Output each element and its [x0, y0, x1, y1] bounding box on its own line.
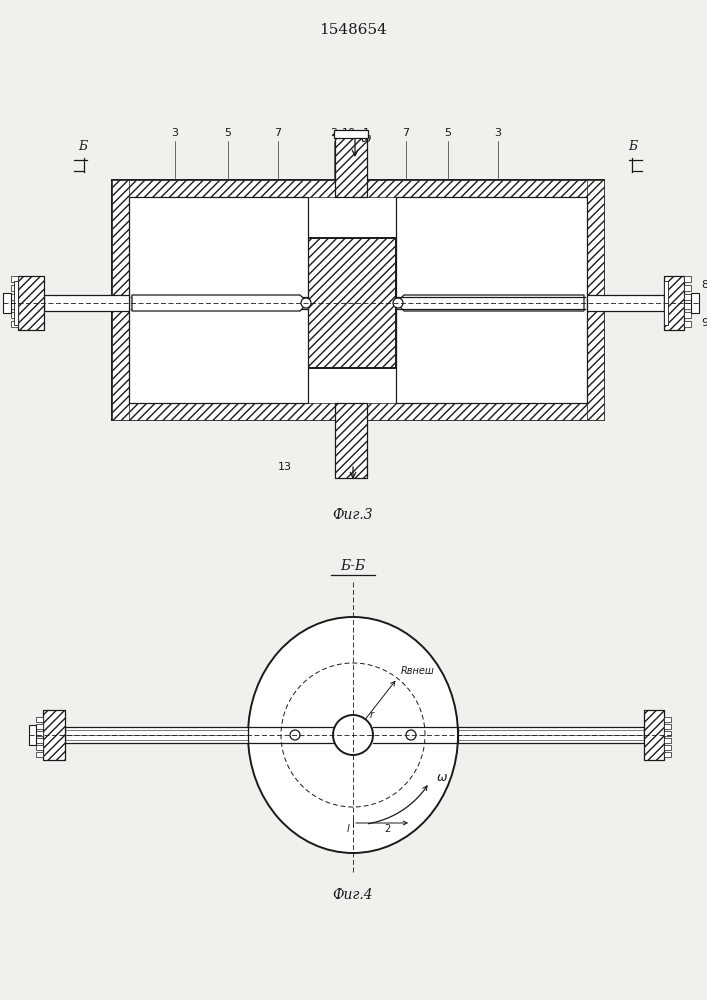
Text: 3: 3 [172, 128, 178, 138]
Text: Б: Б [78, 140, 88, 153]
Bar [3, 293, 11, 313]
Bar [11, 276, 18, 282]
Text: Фиг.4: Фиг.4 [333, 888, 373, 902]
Text: 5: 5 [225, 128, 231, 138]
Bar [112, 180, 604, 420]
Bar [43, 710, 65, 760]
Bar [112, 403, 604, 420]
Circle shape [290, 730, 300, 740]
Bar [36, 724, 43, 729]
Bar [664, 745, 671, 750]
Bar [684, 285, 691, 291]
Bar [11, 312, 18, 318]
Circle shape [333, 715, 373, 755]
Polygon shape [132, 295, 308, 311]
Bar [664, 276, 684, 330]
Bar [684, 294, 691, 300]
Text: 3: 3 [494, 128, 501, 138]
Text: Б-Б: Б-Б [340, 559, 366, 573]
Bar [664, 281, 668, 325]
Polygon shape [396, 295, 584, 311]
Bar [18, 276, 44, 330]
Bar [587, 180, 604, 420]
Bar [644, 710, 664, 760]
Text: 9: 9 [701, 318, 707, 328]
Text: 10: 10 [342, 128, 356, 138]
Bar [664, 717, 671, 722]
Bar [36, 752, 43, 757]
Bar [129, 197, 308, 403]
Bar [65, 727, 248, 743]
Bar [112, 180, 604, 197]
Bar [11, 285, 18, 291]
Bar [14, 281, 18, 325]
Text: 7: 7 [402, 128, 409, 138]
Bar [11, 294, 18, 300]
Text: 2: 2 [330, 128, 337, 138]
Bar [44, 295, 129, 311]
Bar [587, 295, 664, 311]
Bar [11, 303, 18, 309]
Text: 5: 5 [445, 128, 452, 138]
Bar [396, 197, 587, 403]
Ellipse shape [248, 617, 458, 853]
Bar [684, 321, 691, 327]
Bar [334, 130, 368, 138]
Bar [664, 752, 671, 757]
Bar [335, 403, 367, 478]
Text: l: l [346, 824, 349, 834]
Text: 7: 7 [274, 128, 281, 138]
Text: ω: ω [436, 771, 447, 784]
Bar [664, 724, 671, 729]
Bar [664, 731, 671, 736]
Text: 1548654: 1548654 [319, 23, 387, 37]
Bar [36, 717, 43, 722]
Bar [36, 738, 43, 743]
Text: 2: 2 [384, 824, 390, 834]
Bar [308, 238, 396, 368]
Bar [11, 321, 18, 327]
Circle shape [406, 730, 416, 740]
Circle shape [301, 298, 311, 308]
Bar [335, 132, 367, 197]
Text: Б: Б [629, 140, 638, 153]
Bar [664, 738, 671, 743]
Text: 13: 13 [278, 462, 292, 472]
Text: 1: 1 [363, 128, 370, 138]
Circle shape [393, 298, 403, 308]
Bar [458, 727, 644, 743]
Bar [691, 293, 699, 313]
Bar [684, 276, 691, 282]
Bar [684, 312, 691, 318]
Text: Фиг.3: Фиг.3 [333, 508, 373, 522]
Bar [112, 180, 129, 420]
Text: ω: ω [361, 132, 371, 145]
Text: 8: 8 [701, 280, 707, 290]
Text: Rвнеш: Rвнеш [400, 666, 434, 676]
Bar [36, 731, 43, 736]
Text: r: r [369, 710, 373, 720]
Bar [29, 725, 36, 745]
Bar [36, 745, 43, 750]
Bar [684, 303, 691, 309]
